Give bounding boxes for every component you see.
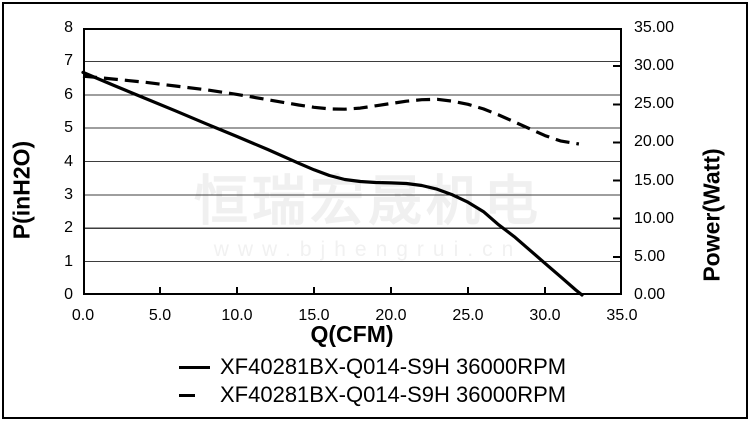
x-axis-tick-label: 30.0 [529,307,561,324]
x-axis-tick-label: 35.0 [606,307,638,324]
legend-solid-line-marker [179,365,210,369]
y-axis-right-tick-label: 20.00 [634,133,675,151]
x-axis-tick-label: 0.0 [71,307,95,324]
y-axis-right-tick-label: 25.00 [634,95,675,113]
y-axis-left-tick-label: 8 [64,19,73,36]
x-axis-tick-label: 5.0 [148,307,172,324]
legend-marker-box [179,365,212,369]
plot-area [81,28,622,297]
y-axis-left-tick-label: 4 [64,152,73,170]
y-axis-right-tick-label: 5.00 [634,247,666,265]
watermark-website-text: www.bjhengrui.cn [213,238,523,261]
legend-label-pressure-curve: XF40281BX-Q014-S9H 36000RPM [220,354,567,379]
legend-label-power-curve: XF40281BX-Q014-S9H 36000RPM [220,382,567,407]
y-axis-right-tick-label: 0.00 [634,286,666,303]
y-axis-right-title: Power(Watt) [698,148,725,282]
y-axis-left-tick-label: 5 [64,119,73,137]
y-axis-left-tick-label: 3 [64,185,73,203]
plot-border [83,28,622,295]
legend: XF40281BX-Q014-S9H 36000RPM XF40281BX-Q0… [179,355,566,411]
legend-row-pressure-curve: XF40281BX-Q014-S9H 36000RPM [179,355,566,379]
legend-row-power-curve: XF40281BX-Q014-S9H 36000RPM [179,383,566,407]
pressure-curve [81,70,584,297]
legend-dashed-line-marker [179,393,195,397]
y-axis-right-tick-label: 35.00 [634,19,675,36]
y-axis-left-tick-label: 0 [64,286,73,303]
y-axis-left-tick-label: 2 [64,219,73,237]
legend-marker-box [179,393,212,397]
x-axis-tick-label: 20.0 [375,307,407,324]
power-curve [82,74,580,146]
y-axis-right-tick-label: 10.00 [634,209,675,227]
y-axis-right-tick-label: 30.00 [634,57,675,75]
y-axis-right-tick-label: 15.00 [634,171,675,189]
y-axis-left-tick-label: 7 [64,52,73,70]
y-axis-left-tick-label: 1 [64,252,73,270]
y-axis-left-tick-label: 6 [64,85,73,103]
x-axis-tick-label: 10.0 [221,307,253,324]
x-axis-tick-label: 15.0 [298,307,330,324]
x-axis-tick-label: 25.0 [452,307,484,324]
x-axis-title: Q(CFM) [310,321,394,347]
